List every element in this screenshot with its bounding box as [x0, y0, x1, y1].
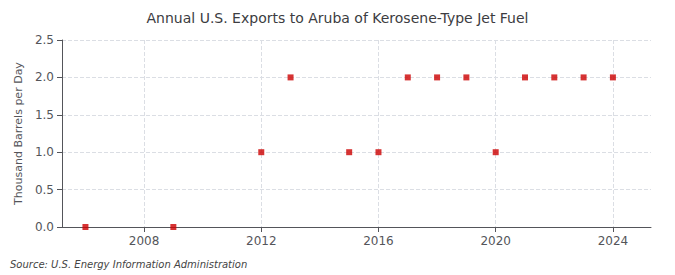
svg-text:0.5: 0.5	[35, 183, 54, 197]
svg-text:2008: 2008	[129, 234, 160, 248]
svg-text:Source: U.S. Energy Informatio: Source: U.S. Energy Information Administ…	[10, 259, 247, 270]
svg-text:Thousand Barrels per Day: Thousand Barrels per Day	[12, 62, 25, 206]
svg-text:2.0: 2.0	[35, 70, 54, 84]
svg-text:Annual U.S. Exports to Aruba o: Annual U.S. Exports to Aruba of Kerosene…	[147, 10, 529, 26]
svg-text:2020: 2020	[480, 234, 511, 248]
svg-text:0.0: 0.0	[35, 220, 54, 234]
svg-text:2024: 2024	[598, 234, 629, 248]
svg-text:2012: 2012	[246, 234, 277, 248]
svg-text:1.5: 1.5	[35, 108, 54, 122]
svg-text:1.0: 1.0	[35, 145, 54, 159]
svg-text:2016: 2016	[363, 234, 394, 248]
svg-text:2.5: 2.5	[35, 33, 54, 47]
